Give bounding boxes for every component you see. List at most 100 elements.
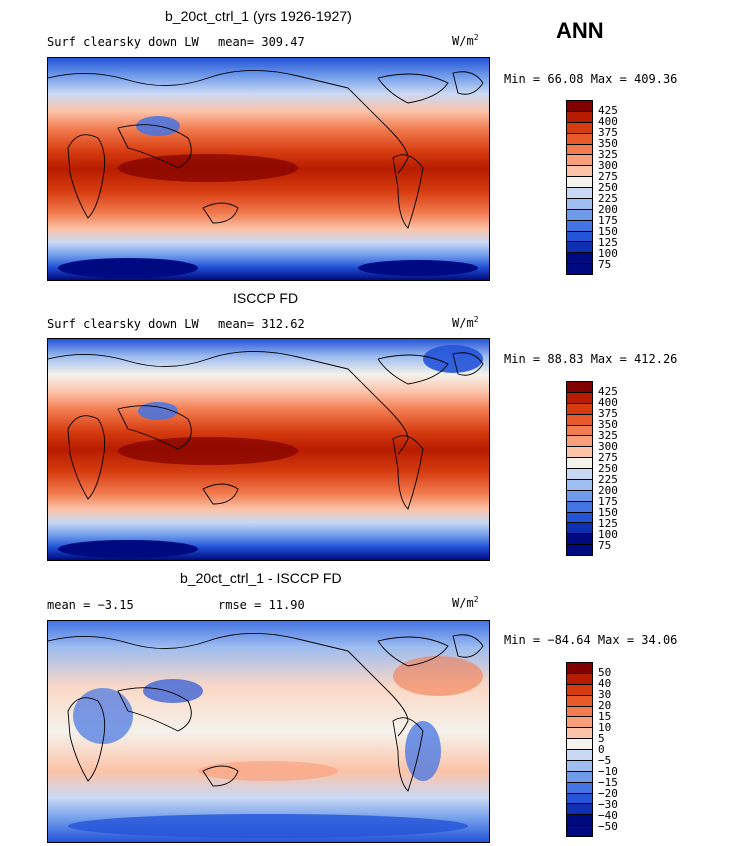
panel-1-map [47, 57, 490, 281]
colorbar-tick: 175 [598, 214, 618, 227]
colorbar-cell [567, 392, 592, 404]
panel-2-mean-label: mean= 312.62 [218, 317, 305, 331]
panel-3-rmse-label: rmse = 11.90 [218, 598, 305, 612]
colorbar-cell [567, 750, 592, 761]
colorbar-tick: 40 [598, 677, 612, 690]
colorbar-cell [567, 166, 592, 178]
colorbar-tick: 50 [598, 666, 612, 679]
colorbar-cell [567, 382, 592, 393]
colorbar-cell [567, 826, 592, 836]
panel-2-variable-label: Surf clearsky down LW [47, 317, 199, 331]
colorbar-tick: 400 [598, 396, 618, 409]
colorbar-tick: 10 [598, 721, 612, 734]
colorbar-tick: −20 [598, 787, 618, 800]
colorbar-cell [567, 782, 592, 794]
panel-3-units: W/m2 [452, 595, 479, 610]
colorbar-cell [567, 469, 592, 480]
panel-3-title: b_20ct_ctrl_1 - ISCCP FD [180, 570, 342, 586]
colorbar-tick: −50 [598, 820, 618, 833]
colorbar-tick: 350 [598, 137, 618, 150]
panel-2-colorbar-ticks: 425 400 375 350 325 300 275 250 225 200 … [598, 381, 638, 554]
colorbar-cell [567, 264, 592, 274]
panel-3-colorbar [566, 662, 593, 837]
colorbar-cell [567, 253, 592, 265]
colorbar-cell [567, 242, 592, 254]
colorbar-tick: 30 [598, 688, 612, 701]
colorbar-cell [567, 771, 592, 783]
colorbar-tick: −15 [598, 776, 618, 789]
colorbar-cell [567, 209, 592, 221]
colorbar-tick: 125 [598, 236, 618, 249]
colorbar-cell [567, 425, 592, 437]
colorbar-cell [567, 101, 592, 112]
panel-2-map [47, 338, 490, 561]
panel-1-title: b_20ct_ctrl_1 (yrs 1926-1927) [165, 8, 352, 24]
colorbar-tick: 20 [598, 699, 612, 712]
colorbar-tick: 275 [598, 451, 618, 464]
colorbar-cell [567, 198, 592, 210]
colorbar-cell [567, 760, 592, 772]
colorbar-tick: 250 [598, 181, 618, 194]
season-label: ANN [556, 18, 604, 43]
colorbar-cell [567, 534, 592, 546]
colorbar-cell [567, 717, 592, 729]
colorbar-tick: 100 [598, 247, 618, 260]
colorbar-cell [567, 739, 592, 750]
colorbar-cell [567, 793, 592, 805]
colorbar-cell [567, 706, 592, 718]
colorbar-tick: 225 [598, 192, 618, 205]
panel-2-title: ISCCP FD [233, 290, 299, 306]
colorbar-tick: 225 [598, 473, 618, 486]
colorbar-cell [567, 545, 592, 555]
colorbar-cell [567, 663, 592, 674]
colorbar-tick: 300 [598, 440, 618, 453]
panel-1-mean-label: mean= 309.47 [218, 35, 305, 49]
colorbar-tick: −30 [598, 798, 618, 811]
colorbar-tick: 125 [598, 517, 618, 530]
colorbar-tick: 5 [598, 732, 605, 745]
colorbar-cell [567, 490, 592, 502]
colorbar-tick: −5 [598, 754, 612, 767]
colorbar-tick: 175 [598, 495, 618, 508]
colorbar-cell [567, 673, 592, 685]
colorbar-cell [567, 220, 592, 232]
colorbar-tick: 0 [598, 743, 605, 756]
colorbar-cell [567, 188, 592, 199]
colorbar-cell [567, 815, 592, 827]
panel-1-variable-label: Surf clearsky down LW [47, 35, 199, 49]
colorbar-cell [567, 523, 592, 535]
panel-1-colorbar-ticks: 425 400 375 350 325 300 275 250 225 200 … [598, 100, 638, 273]
colorbar-tick: 325 [598, 429, 618, 442]
colorbar-cell [567, 479, 592, 491]
colorbar-cell [567, 414, 592, 426]
colorbar-cell [567, 231, 592, 243]
colorbar-cell [567, 512, 592, 524]
colorbar-tick: 100 [598, 528, 618, 541]
colorbar-cell [567, 144, 592, 156]
colorbar-tick: −40 [598, 809, 618, 822]
panel-2-units: W/m2 [452, 315, 479, 330]
colorbar-cell [567, 804, 592, 816]
panel-1-units: W/m2 [452, 33, 479, 48]
colorbar-tick: 200 [598, 484, 618, 497]
colorbar-cell [567, 403, 592, 415]
panel-3-colorbar-ticks: 50 40 30 20 15 10 5 0 −5 −10 −15 −20 −30… [598, 662, 638, 835]
colorbar-tick: 75 [598, 258, 612, 271]
colorbar-cell [567, 177, 592, 188]
colorbar-tick: 425 [598, 385, 618, 398]
colorbar-cell [567, 133, 592, 145]
colorbar-cell [567, 436, 592, 448]
colorbar-cell [567, 155, 592, 167]
colorbar-tick: 375 [598, 126, 618, 139]
panel-2-minmax: Min = 88.83 Max = 412.26 [504, 352, 678, 366]
colorbar-cell [567, 684, 592, 696]
colorbar-tick: 200 [598, 203, 618, 216]
colorbar-cell [567, 122, 592, 134]
panel-3-minmax: Min = −84.64 Max = 34.06 [504, 633, 678, 647]
colorbar-tick: 375 [598, 407, 618, 420]
colorbar-tick: 425 [598, 104, 618, 117]
colorbar-cell [567, 111, 592, 123]
colorbar-tick: 400 [598, 115, 618, 128]
colorbar-cell [567, 458, 592, 469]
panel-3-map [47, 620, 490, 843]
